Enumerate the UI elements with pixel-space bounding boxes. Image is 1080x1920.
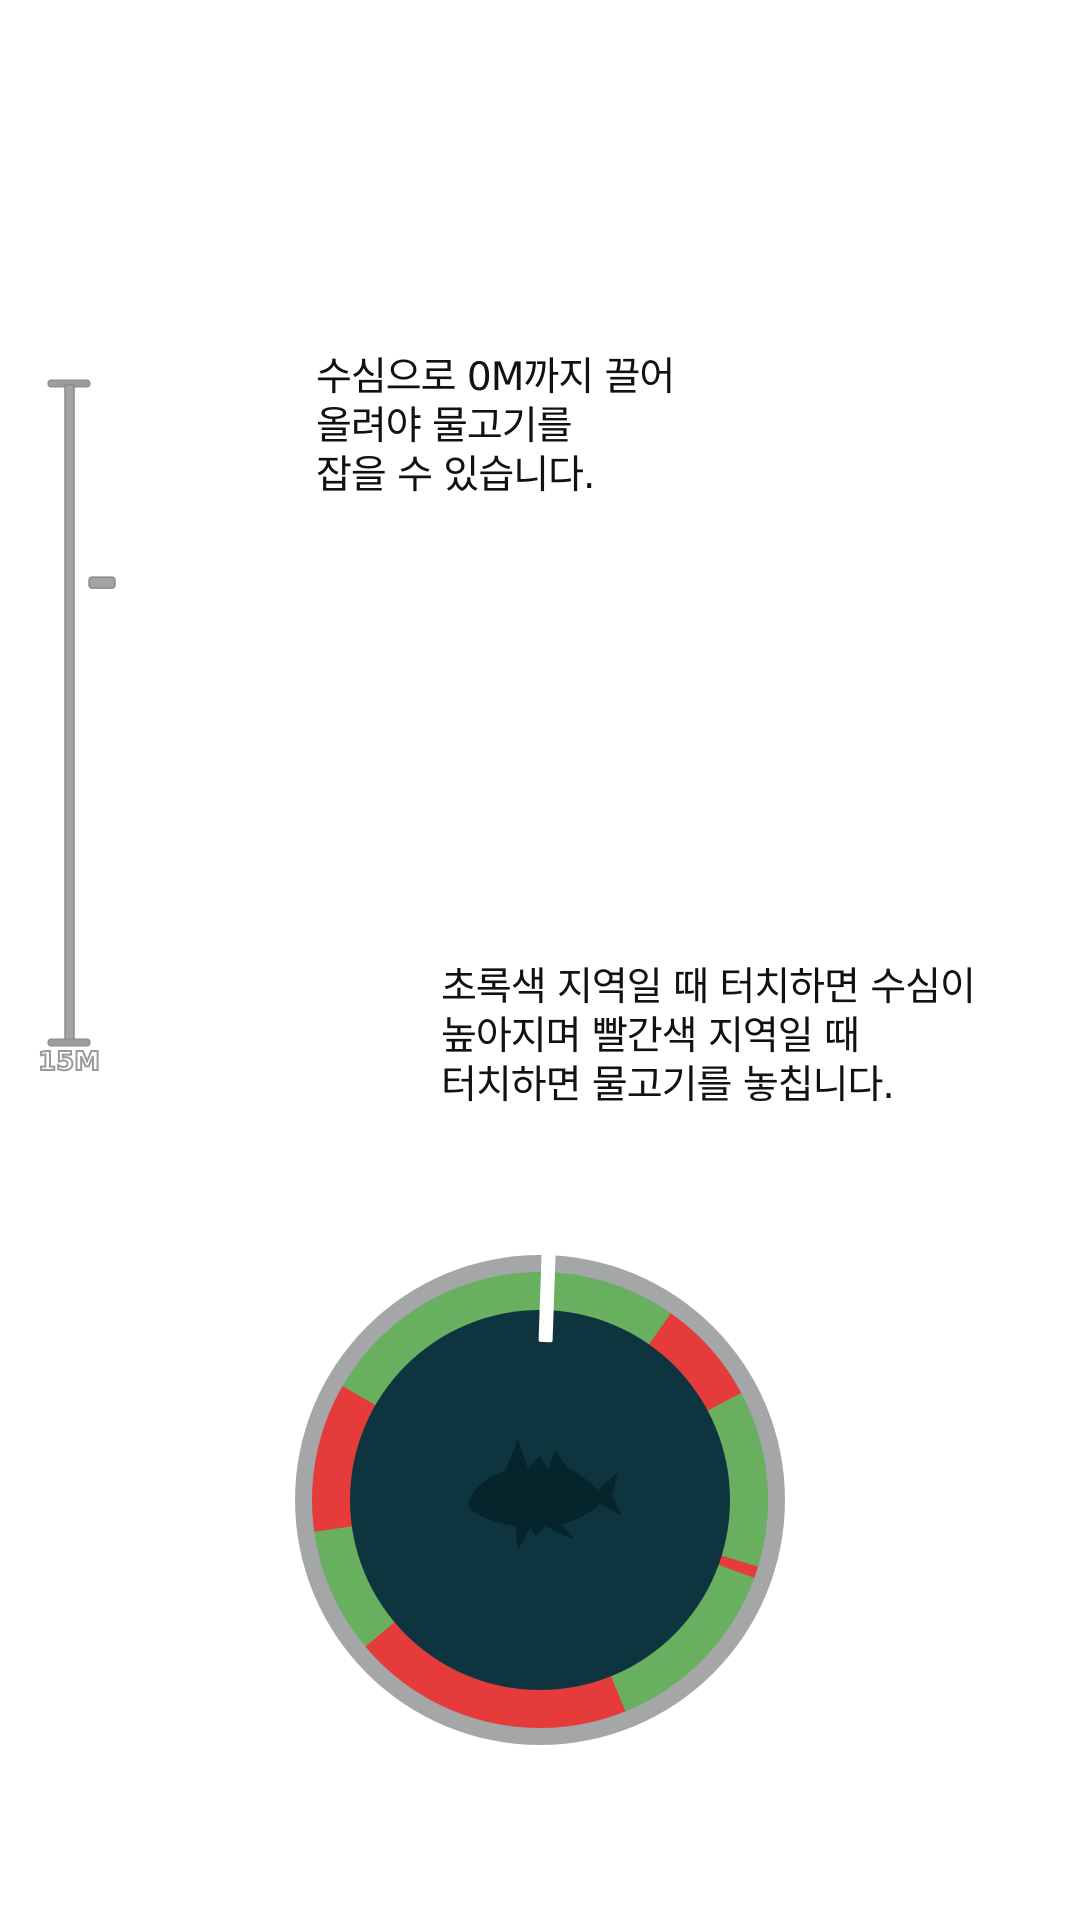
depth-tutorial-line: 올려야 물고기를 <box>316 404 573 449</box>
depth-marker <box>88 576 116 589</box>
fish-silhouette-icon <box>468 1440 622 1550</box>
depth-tutorial-line: 잡을 수 있습니다. <box>316 453 595 498</box>
depth-gauge <box>47 379 116 1047</box>
depth-max-label: 15M <box>37 1046 101 1078</box>
reel-zone-ring <box>312 1272 768 1728</box>
reel-bad-zone <box>312 1386 379 1532</box>
depth-gauge-bottom-cap <box>47 1038 91 1047</box>
depth-gauge-track <box>64 384 75 1043</box>
depth-tutorial-line: 수심으로 0M까지 끌어 <box>316 355 675 400</box>
reel-good-zone <box>314 1525 398 1647</box>
reel-bad-zone <box>714 1554 759 1578</box>
touch-tutorial-line: 높아지며 빨간색 지역일 때 <box>441 1014 860 1059</box>
reel-bad-zone <box>365 1619 626 1728</box>
reel-good-zone <box>609 1563 755 1712</box>
touch-tutorial-text: 초록색 지역일 때 터치하면 수심이 높아지며 빨간색 지역일 때 터치하면 물… <box>441 963 976 1110</box>
reel-bad-zone <box>646 1313 742 1413</box>
touch-tutorial-line: 터치하면 물고기를 놓칩니다. <box>441 1063 895 1108</box>
reel-needle <box>538 1237 557 1343</box>
depth-tutorial-text: 수심으로 0M까지 끌어 올려야 물고기를 잡을 수 있습니다. <box>316 353 675 500</box>
reel-good-zone <box>704 1392 768 1567</box>
reel-dial[interactable] <box>290 1230 790 1760</box>
reel-good-zone <box>342 1272 671 1407</box>
touch-tutorial-line: 초록색 지역일 때 터치하면 수심이 <box>441 965 976 1010</box>
